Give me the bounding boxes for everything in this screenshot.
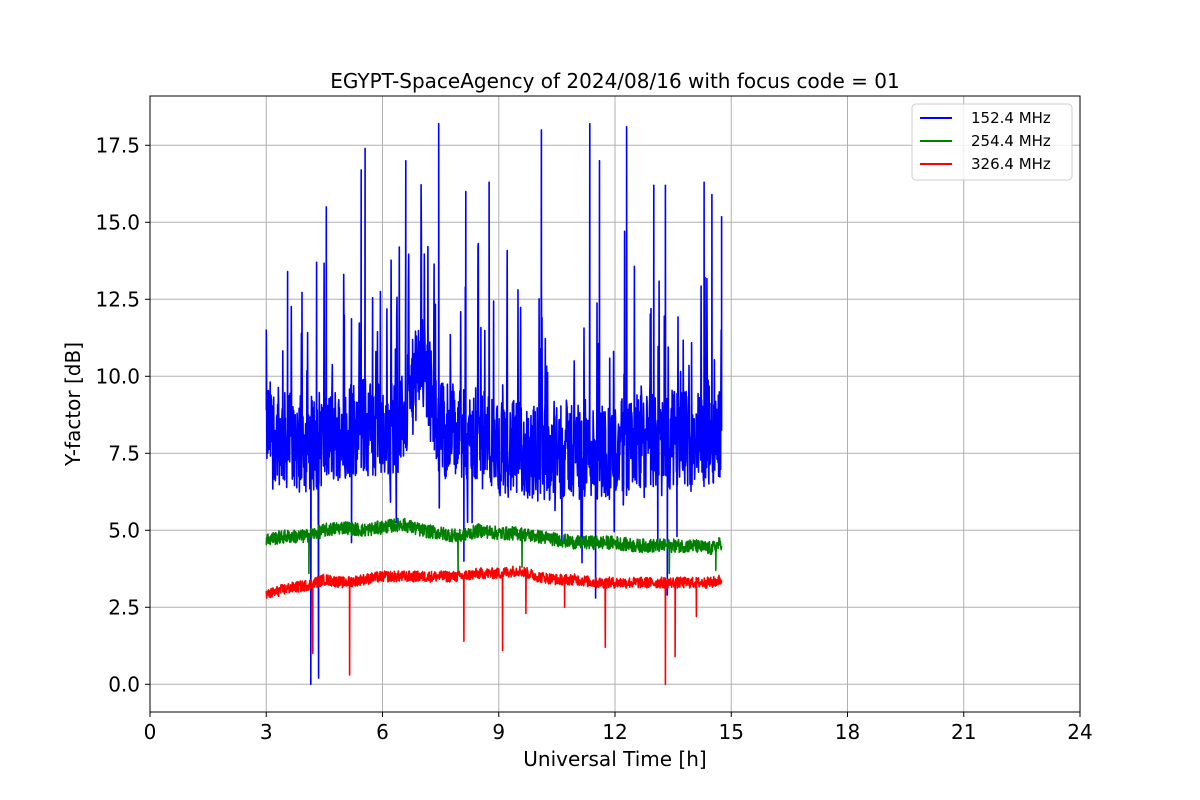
y-tick-label: 7.5 <box>108 441 140 465</box>
x-tick-label: 24 <box>1067 720 1092 744</box>
series-line <box>265 122 723 686</box>
x-tick-label: 21 <box>951 720 976 744</box>
x-tick-label: 9 <box>492 720 505 744</box>
legend-label: 254.4 MHz <box>971 132 1051 150</box>
y-tick-label: 10.0 <box>95 364 140 388</box>
y-axis-title: Y-factor [dB] <box>61 342 85 467</box>
y-tick-label: 15.0 <box>95 210 140 234</box>
y-tick-label: 5.0 <box>108 518 140 542</box>
y-tick-label: 12.5 <box>95 287 140 311</box>
series-line <box>265 565 723 686</box>
series-layer <box>265 122 723 686</box>
legend: 152.4 MHz 254.4 MHz 326.4 MHz <box>911 103 1073 181</box>
y-tick-label: 17.5 <box>95 133 140 157</box>
x-tick-label: 0 <box>144 720 157 744</box>
chart-title: EGYPT-SpaceAgency of 2024/08/16 with foc… <box>330 69 899 93</box>
x-tick-label: 18 <box>835 720 860 744</box>
y-tick-label: 2.5 <box>108 595 140 619</box>
axis-ticks: 0 3 6 9 12 15 18 21 24 0.0 2.5 5.0 7.5 10.0 12.5 15.0 17… <box>95 133 1092 744</box>
legend-box <box>911 103 1073 181</box>
x-tick-label: 3 <box>260 720 273 744</box>
x-tick-label: 15 <box>719 720 744 744</box>
x-tick-label: 12 <box>602 720 627 744</box>
x-axis-title: Universal Time [h] <box>523 747 706 771</box>
series-line <box>265 517 723 575</box>
legend-label: 326.4 MHz <box>971 155 1051 173</box>
y-tick-label: 0.0 <box>108 672 140 696</box>
legend-label: 152.4 MHz <box>971 109 1051 127</box>
x-tick-label: 6 <box>376 720 389 744</box>
